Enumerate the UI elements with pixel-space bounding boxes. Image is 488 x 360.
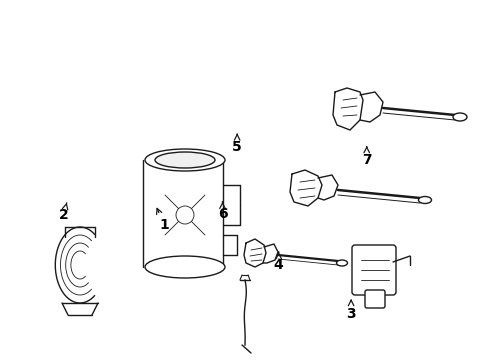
- Text: 5: 5: [232, 134, 242, 154]
- Ellipse shape: [145, 256, 224, 278]
- Ellipse shape: [145, 149, 224, 171]
- Text: 3: 3: [346, 300, 355, 321]
- Ellipse shape: [336, 260, 347, 266]
- Text: 4: 4: [273, 252, 283, 271]
- Ellipse shape: [155, 152, 215, 168]
- Ellipse shape: [176, 206, 194, 224]
- Text: 7: 7: [361, 147, 371, 167]
- Ellipse shape: [452, 113, 466, 121]
- Ellipse shape: [418, 197, 430, 203]
- FancyBboxPatch shape: [364, 290, 384, 308]
- Text: 2: 2: [59, 203, 68, 222]
- Text: 1: 1: [156, 208, 168, 232]
- FancyBboxPatch shape: [351, 245, 395, 295]
- Text: 6: 6: [217, 202, 227, 221]
